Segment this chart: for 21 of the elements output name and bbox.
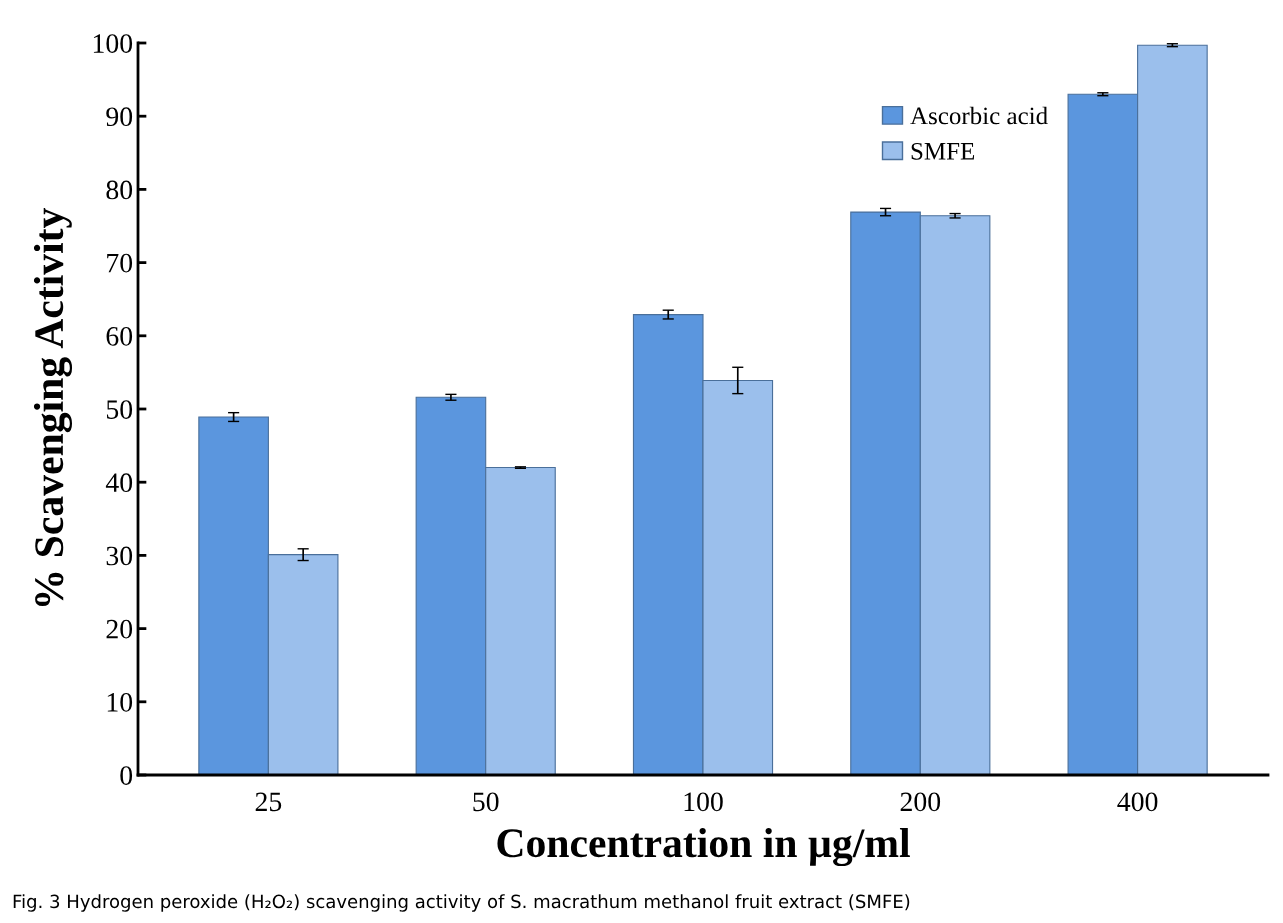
x-tick-label: 200 — [900, 792, 941, 812]
x-tick-label: 100 — [684, 792, 723, 812]
y-tick-label: 100 — [93, 34, 133, 53]
x-tick-label: 25 — [255, 792, 282, 812]
y-axis-title: % Scavenging Activity — [33, 208, 73, 607]
x-axis-title: Concentration in µg/ml — [497, 827, 910, 867]
y-tick-label: 60 — [106, 326, 133, 346]
y-tick-label: 30 — [106, 546, 133, 566]
x-tick-label: 400 — [1117, 792, 1158, 812]
y-tick-label: 70 — [107, 253, 133, 273]
x-tick-label: 50 — [473, 792, 499, 812]
y-tick-label: 40 — [105, 473, 133, 493]
legend-label: SMFE — [911, 142, 975, 160]
y-tick-label: 50 — [106, 400, 133, 419]
y-tick-label: 10 — [107, 692, 133, 712]
legend-label: Ascorbic acid — [910, 106, 1048, 125]
y-tick-label: 90 — [106, 107, 133, 127]
y-tick-label: 80 — [106, 180, 133, 200]
y-tick-label: 20 — [106, 619, 133, 639]
y-tick-label: 0 — [120, 766, 133, 785]
caption: Fig. 3 Hydrogen peroxide (H₂O₂) scavenging activity of S. macrathum methanol fruit extract (SMFE) — [13, 894, 910, 912]
